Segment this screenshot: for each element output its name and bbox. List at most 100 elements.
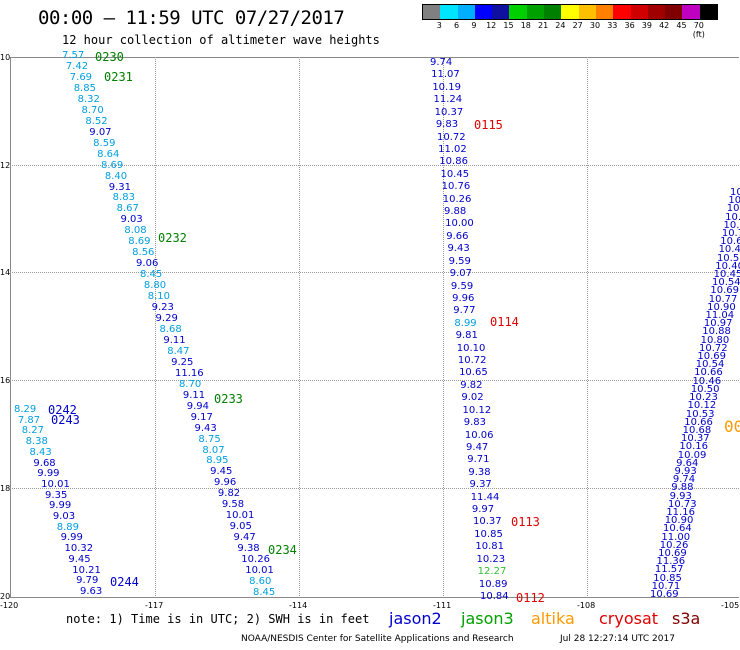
pass-time-label: 0232	[158, 231, 187, 245]
wave-height-value: 8.75	[198, 433, 221, 445]
wave-height-value: 7.57	[62, 50, 85, 61]
wave-height-value: 11.07	[431, 69, 460, 81]
wave-height-value: 10.23	[689, 392, 718, 404]
satellite-label-jason3: jason3	[461, 609, 514, 628]
wave-height-value: 9.45	[210, 466, 233, 478]
pass-time-label: 0233	[214, 392, 243, 406]
wave-height-value: 10.80	[700, 334, 730, 346]
wave-height-value: 8.89	[56, 521, 79, 533]
longitude-label: -114	[289, 601, 308, 610]
legend-label: 27	[572, 21, 583, 30]
wave-height-value: 8.64	[97, 148, 120, 160]
wave-height-value: 9.02	[461, 392, 484, 404]
satellite-label-s3a: s3a	[672, 609, 701, 628]
wave-height-value: 9.29	[155, 313, 178, 325]
wave-height-value: 9.96	[452, 292, 475, 304]
wave-height-value: 10.90	[726, 203, 740, 215]
footer-note: note: 1) Time is in UTC; 2) SWH is in fe…	[66, 612, 370, 626]
wave-height-value: 8.40	[104, 170, 128, 182]
satellite-label-jason2: jason2	[389, 609, 442, 628]
wave-height-value: 9.38	[468, 466, 491, 478]
wave-height-value: 10.69	[650, 589, 679, 600]
wave-height-value: 10.75	[725, 211, 740, 223]
wave-height-value: 9.31	[108, 181, 132, 193]
wave-height-value: 9.11	[163, 334, 186, 346]
longitude-gridline	[155, 57, 156, 598]
wave-height-value: 8.69	[100, 159, 124, 171]
legend-swatch	[457, 5, 475, 19]
wave-height-value: 11.16	[175, 367, 204, 379]
pass-time-label: 0242	[48, 403, 77, 417]
legend-swatch	[526, 5, 545, 19]
wave-height-value: 10.01	[245, 565, 274, 577]
wave-height-value: 9.11	[182, 389, 206, 401]
legend-swatch	[682, 5, 700, 19]
wave-height-value: 10.45	[440, 168, 470, 180]
pass-time-label: 00	[724, 417, 740, 436]
wave-height-value: 8.70	[81, 104, 104, 116]
credit-line: NOAA/NESDIS Center for Satellite Applica…	[241, 634, 514, 644]
wave-height-value: 10.72	[698, 342, 728, 354]
wave-height-value: 8.85	[73, 82, 96, 94]
legend-label: 6	[454, 21, 460, 30]
wave-height-value: 8.43	[29, 446, 52, 458]
wave-height-value: 9.64	[676, 457, 699, 469]
wave-height-value: 8.45	[139, 269, 163, 281]
latitude-label: 18	[0, 484, 11, 493]
wave-height-value: 9.03	[52, 511, 76, 523]
wave-height-value: 9.47	[233, 532, 256, 544]
wave-height-value: 9.59	[448, 255, 471, 267]
legend-swatch	[423, 5, 441, 19]
pass-time-label: 0234	[268, 543, 297, 557]
legend-label: 45	[676, 21, 687, 30]
wave-height-value: 9.99	[60, 532, 83, 544]
wave-height-value: 9.45	[68, 553, 91, 565]
wave-height-value: 10.46	[692, 375, 722, 387]
satellite-label-altika: altika	[531, 609, 575, 628]
wave-height-value: 10.01	[225, 510, 255, 522]
wave-height-value: 9.82	[217, 488, 241, 500]
wave-height-value: 11.00	[661, 531, 691, 543]
wave-height-value: 9.06	[136, 258, 159, 270]
pass-time-label: 0115	[474, 118, 503, 132]
wave-height-value: 9.88	[671, 482, 694, 494]
wave-height-value: 8.83	[112, 192, 135, 204]
wave-height-value: 10.53	[685, 408, 715, 420]
wave-height-value: 9.23	[151, 302, 174, 314]
wave-height-value: 8.56	[132, 247, 155, 259]
wave-height-value: 10.12	[462, 404, 492, 416]
wave-height-value: 10.73	[667, 498, 697, 510]
legend-label: 42	[659, 21, 670, 30]
wave-height-value: 9.38	[237, 543, 260, 555]
wave-height-value: 10.71	[651, 580, 681, 592]
wave-height-value: 9.74	[430, 57, 453, 68]
legend-label: 30	[589, 21, 601, 30]
wave-height-value: 8.99	[454, 317, 477, 329]
pass-time-label: 0230	[95, 50, 124, 64]
wave-height-value: 10.37	[681, 433, 710, 445]
wave-height-value: 10.97	[703, 318, 733, 330]
wave-height-value: 10.26	[659, 539, 689, 551]
wave-height-value: 10.66	[694, 367, 723, 379]
wave-height-value: 8.38	[25, 436, 48, 448]
legend-swatch	[578, 5, 596, 19]
legend-swatch	[440, 5, 458, 19]
wave-height-value: 10.21	[72, 564, 101, 576]
wave-height-value: 12.27	[477, 566, 507, 578]
wave-height-value: 10.54	[695, 359, 725, 371]
wave-height-value: 10.85	[474, 528, 503, 540]
wave-height-value: 9.93	[674, 465, 697, 477]
wave-height-value: 8.70	[178, 378, 202, 390]
wave-height-value: 9.68	[33, 457, 56, 469]
wave-height-value: 11.36	[656, 556, 686, 568]
wave-height-value: 9.35	[45, 489, 68, 501]
wave-height-value: 10.19	[432, 81, 461, 93]
wave-height-value: 11.04	[705, 310, 735, 322]
wave-height-value: 10.76	[441, 181, 471, 193]
map-frame	[10, 57, 739, 598]
wave-height-value: 8.60	[249, 576, 272, 588]
wave-height-value: 10.77	[708, 293, 738, 305]
wave-height-value: 7.87	[17, 414, 41, 426]
wave-height-value: 10.63	[720, 236, 740, 248]
wave-height-value: 8.95	[206, 455, 229, 467]
